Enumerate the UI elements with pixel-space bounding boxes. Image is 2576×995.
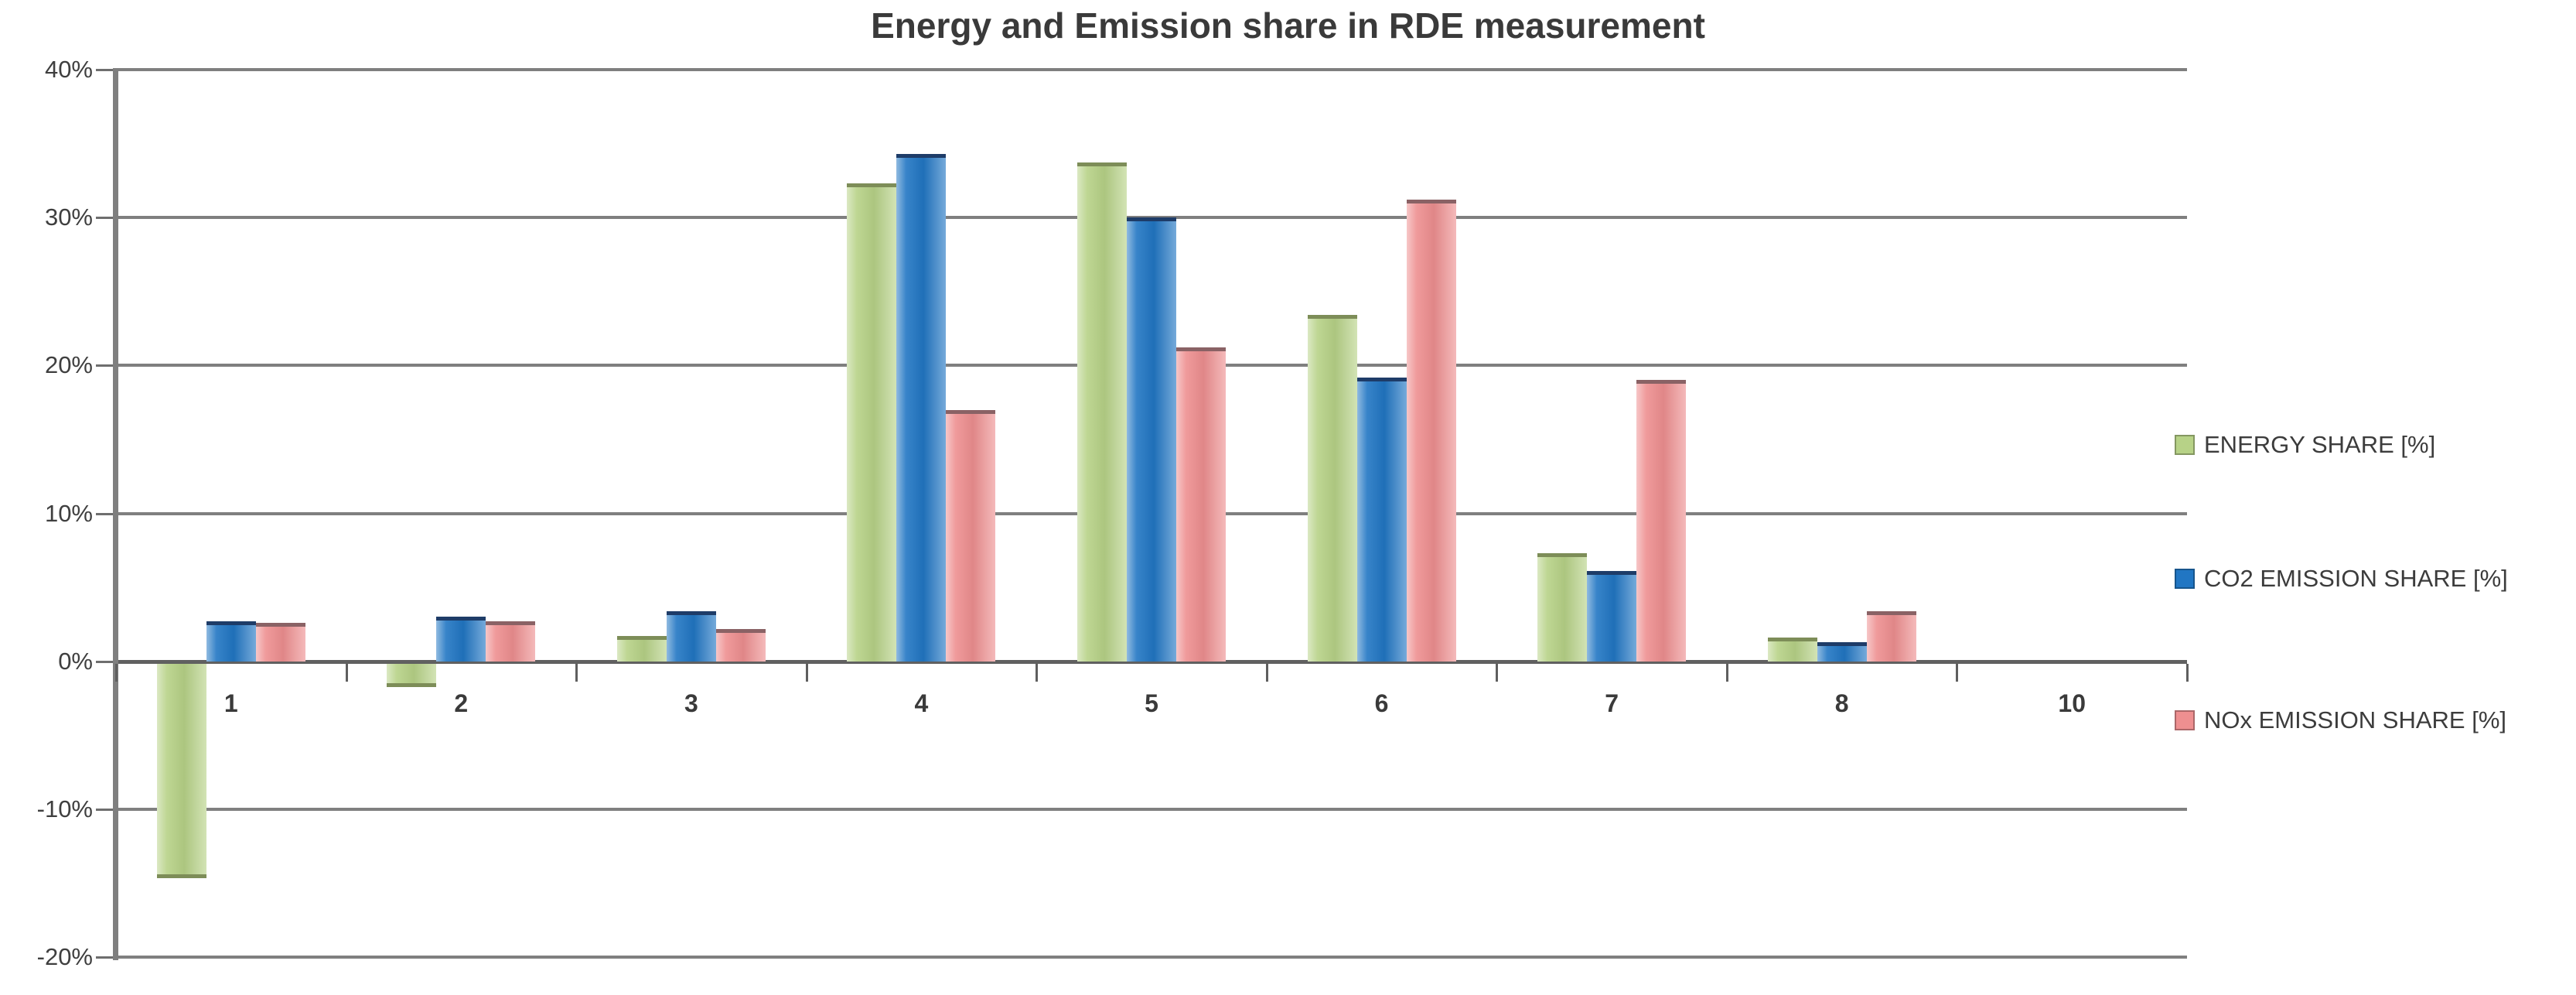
bar-energy-share-cat-3 bbox=[616, 636, 667, 662]
bar-co2-emission-share-cat-5 bbox=[1127, 217, 1176, 662]
x-axis-label-5: 5 bbox=[1145, 689, 1158, 717]
y-axis-tick bbox=[96, 512, 117, 515]
bar-co2-emission-share-cat-2 bbox=[436, 617, 486, 662]
x-axis-tick bbox=[1265, 663, 1268, 682]
bar-energy-share-cat-5 bbox=[1077, 162, 1127, 662]
y-axis-tick bbox=[96, 660, 117, 663]
x-axis-tick bbox=[115, 663, 118, 682]
x-axis-label-3: 3 bbox=[684, 689, 698, 717]
bar-co2-emission-share-cat-8 bbox=[1817, 641, 1867, 662]
x-axis-label-10: 10 bbox=[2058, 689, 2086, 717]
y-axis-label-40: 40% bbox=[44, 56, 93, 83]
x-axis-label-7: 7 bbox=[1605, 689, 1619, 717]
y-axis-tick bbox=[96, 69, 117, 71]
x-axis-label-4: 4 bbox=[914, 689, 929, 717]
bar-nox-emission-share-cat-7 bbox=[1636, 380, 1687, 662]
x-axis-tick bbox=[1036, 663, 1039, 682]
x-axis-tick bbox=[1496, 663, 1499, 682]
x-axis-tick bbox=[575, 663, 578, 682]
y-axis-label-10: 10% bbox=[44, 499, 93, 527]
gridline--20pct bbox=[116, 956, 2187, 959]
bar-energy-share-cat-8 bbox=[1767, 638, 1817, 662]
y-axis-label--20: -20% bbox=[36, 943, 93, 970]
x-axis-tick bbox=[1956, 663, 1959, 682]
y-axis-label-20: 20% bbox=[44, 351, 93, 379]
bar-co2-emission-share-cat-4 bbox=[896, 153, 947, 662]
x-axis-label-1: 1 bbox=[223, 689, 238, 717]
y-axis-tick bbox=[96, 808, 117, 811]
gridline-40pct bbox=[116, 68, 2187, 71]
y-axis-tick bbox=[96, 364, 117, 368]
bar-energy-share-cat-1 bbox=[156, 663, 206, 878]
y-axis-tick bbox=[96, 217, 117, 220]
y-axis-line bbox=[113, 68, 118, 960]
bar-co2-emission-share-cat-7 bbox=[1587, 571, 1637, 662]
bar-nox-emission-share-cat-6 bbox=[1406, 200, 1456, 662]
bar-energy-share-cat-6 bbox=[1307, 315, 1357, 662]
bar-co2-emission-share-cat-1 bbox=[206, 621, 256, 662]
chart-title: Energy and Emission share in RDE measure… bbox=[871, 5, 1705, 46]
x-axis-label-8: 8 bbox=[1834, 689, 1849, 717]
x-axis-tick bbox=[345, 663, 348, 682]
bar-nox-emission-share-cat-3 bbox=[715, 628, 766, 662]
bar-energy-share-cat-4 bbox=[847, 183, 897, 662]
bar-co2-emission-share-cat-6 bbox=[1356, 377, 1407, 662]
bar-nox-emission-share-cat-4 bbox=[946, 409, 996, 662]
bar-energy-share-cat-7 bbox=[1537, 553, 1588, 662]
x-axis-label-6: 6 bbox=[1374, 689, 1389, 717]
y-axis-tick bbox=[96, 956, 117, 959]
gridline--10pct bbox=[116, 807, 2187, 811]
bar-energy-share-cat-2 bbox=[387, 663, 437, 688]
y-axis-label-0: 0% bbox=[58, 647, 93, 675]
gridline-0pct bbox=[116, 659, 2187, 664]
x-axis-tick bbox=[2186, 663, 2189, 682]
bar-nox-emission-share-cat-1 bbox=[255, 622, 305, 662]
bar-nox-emission-share-cat-8 bbox=[1866, 610, 1916, 662]
bar-co2-emission-share-cat-3 bbox=[666, 610, 716, 662]
y-axis-label--10: -10% bbox=[36, 795, 93, 822]
y-axis-label-30: 30% bbox=[44, 203, 93, 231]
bar-nox-emission-share-cat-5 bbox=[1176, 347, 1226, 662]
x-axis-tick bbox=[1725, 663, 1728, 682]
x-axis-tick bbox=[805, 663, 808, 682]
bar-nox-emission-share-cat-2 bbox=[486, 621, 536, 662]
x-axis-label-2: 2 bbox=[454, 689, 469, 717]
